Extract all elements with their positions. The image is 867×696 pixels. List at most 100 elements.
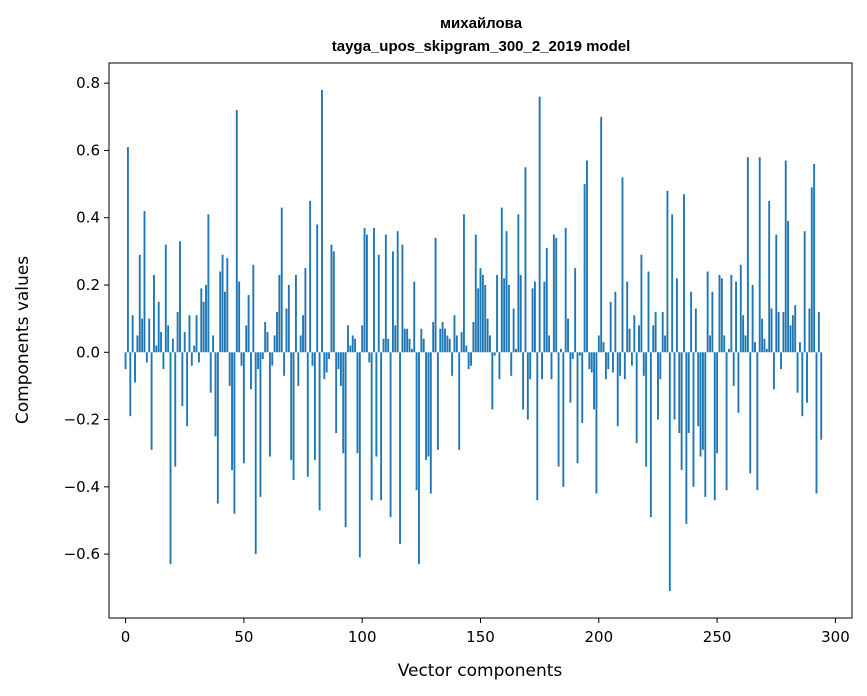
bar [732,352,735,386]
bar [266,332,269,353]
bar [486,318,489,353]
bar [136,335,139,353]
bar [330,244,333,353]
bar [739,264,742,353]
bar [728,348,730,353]
bar [143,211,146,353]
bar [612,352,614,373]
bar [339,352,342,386]
x-tick-label: 150 [466,628,495,646]
bar [169,352,172,565]
bar [387,338,390,353]
bar [247,295,250,353]
bar [174,352,177,467]
bar [235,110,238,353]
y-tick-label: 0.0 [76,343,100,361]
bar [434,237,437,353]
bar [543,281,546,353]
bar [451,352,454,376]
bar [306,352,309,477]
y-tick-label: 0.4 [76,209,100,227]
bar [455,335,458,353]
bar [377,254,380,353]
bar [167,325,170,353]
bar [789,325,792,353]
bar [500,207,503,353]
bar [221,254,224,353]
bar [264,322,267,353]
bar [595,352,598,494]
bar [446,335,449,353]
bar [384,234,387,353]
bar [129,352,132,417]
bar [389,352,392,518]
bar [552,234,555,353]
bar [749,352,752,474]
bar [375,352,378,457]
bar [188,315,191,353]
bar [190,352,193,366]
bar [524,167,527,353]
bar [240,352,243,366]
bar [318,352,321,511]
chart-title-line1: михайлова [440,15,523,32]
y-tick-label: 0.6 [76,141,100,159]
bar [718,274,721,353]
bar [425,352,428,460]
bar [635,352,638,444]
bar [406,328,409,353]
bar [337,352,340,370]
bar [268,352,271,457]
bar [257,352,260,370]
bar [141,318,144,353]
bar [261,352,264,359]
bar [153,274,155,353]
bar [441,322,444,353]
bar [723,335,726,353]
bar [517,214,520,353]
bar [621,177,624,353]
x-tick-label: 300 [821,628,850,646]
bar [711,291,714,353]
bar [744,335,747,353]
bar [522,352,525,410]
bar [813,163,816,353]
bar [373,227,375,353]
bar [675,278,678,353]
bar [238,281,241,353]
bar [567,318,569,353]
bar [550,352,553,380]
y-axis-label: Components values [13,256,33,424]
bar [160,332,162,353]
bar [642,352,645,376]
bar [673,352,676,420]
bar [252,264,255,353]
bar [304,268,307,353]
bar [254,352,257,555]
bar [685,352,688,524]
bar [529,352,532,380]
bar [510,352,513,376]
bar [709,335,711,353]
bar [157,301,160,353]
bar [690,291,693,353]
bar [444,328,446,353]
bar [803,231,806,353]
bar [370,352,373,501]
bar [162,352,165,370]
bar [600,116,603,353]
bar [817,311,820,353]
bar [285,308,288,353]
x-tick-label: 50 [234,628,253,646]
bar [758,157,761,353]
x-axis-ticks: 0 50 100 150 200 250 300 [121,618,850,646]
bar [382,338,385,353]
bar [477,288,480,353]
bar [458,352,461,450]
bar [770,308,773,353]
bar [668,352,671,592]
bar [699,352,702,457]
bar [250,352,252,390]
bar [186,352,189,427]
bar [614,291,617,353]
